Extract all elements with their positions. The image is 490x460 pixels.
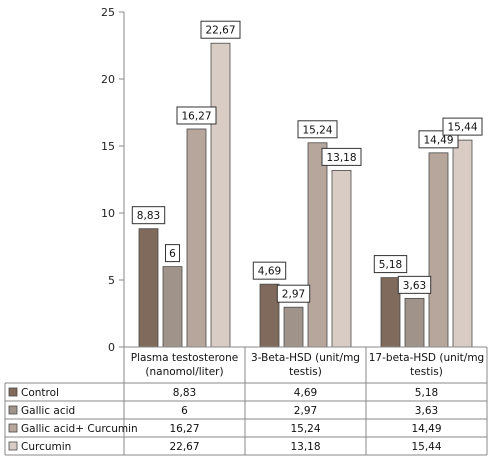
data-label: 2,97 [282,289,305,301]
data-label: 13,18 [326,152,356,164]
legend-series-name: Gallic acid [21,405,75,417]
data-label-box [321,147,362,166]
table-cell-value: 8,83 [173,387,196,399]
data-label: 22,67 [205,25,235,37]
bar [331,169,352,348]
table-cell-value: 16,27 [169,423,199,435]
data-label: 15,24 [302,124,332,136]
table-cell-value: 14,49 [411,423,441,435]
data-label: 8,83 [137,210,160,222]
table-cell-value: 6 [181,405,188,417]
x-category-label: (nanomol/liter) [145,366,223,378]
x-category-label: 17-beta-HSD (unit/mg [369,352,484,364]
data-label: 3,63 [403,280,426,292]
legend-swatch [8,405,18,415]
bar [210,42,231,348]
bar [428,152,449,348]
table-cell-value: 15,44 [411,441,441,453]
legend-swatch [8,423,18,433]
x-category-label: 3-Beta-HSD (unit/mg [251,352,360,364]
data-label: 16,27 [181,110,211,122]
table-cell-value: 2,97 [294,405,317,417]
bar [452,139,473,348]
bar [138,228,159,348]
data-label: 15,44 [447,122,477,134]
data-labels: 8,83 6 16,27 22,67 4,692,97 15,24 13,18 5,183,6… [131,20,483,303]
x-category-label: Plasma testosterone [131,352,238,364]
legend-swatch [8,387,18,397]
data-table: Plasma testosterone (nanomol/liter) 3-Beta… [4,346,488,456]
bar [162,266,183,348]
bar [307,142,328,348]
legend-series-name: Gallic acid+ Curcumin [21,423,138,435]
table-cell-value: 15,24 [290,423,320,435]
data-label-box [200,20,241,39]
data-label: 6 [169,248,176,260]
bar [404,297,425,348]
bar [380,277,401,348]
legend-series-name: Control [21,387,59,399]
bar [259,283,280,348]
data-label: 4,69 [258,266,281,278]
data-label-box [297,120,338,139]
legend-swatch [8,441,18,451]
data-label-box [373,255,408,274]
y-tick-label: 15 [101,140,115,153]
y-tick-label: 5 [108,274,115,287]
y-tick-label: 0 [108,341,115,354]
x-category-label: testis) [289,366,322,378]
table-cell-value: 5,18 [415,387,438,399]
data-label-box [165,244,180,263]
data-label-box [252,261,287,280]
data-label-box [397,275,432,294]
y-tick-label: 20 [101,73,115,86]
data-label-box [276,284,311,303]
data-label-box [442,117,483,136]
x-category-label: testis) [410,366,443,378]
table-cell-value: 22,67 [169,441,199,453]
table-cell-value: 4,69 [294,387,317,399]
table-cell-value: 13,18 [290,441,320,453]
data-label: 5,18 [379,259,402,271]
data-label-box [176,106,217,125]
data-label: 14,49 [423,134,453,146]
y-axis: 0 5 10 15 20 25 [101,6,125,354]
data-label-box [131,206,166,225]
table-cell-value: 3,63 [415,405,438,417]
y-tick-label: 10 [101,207,115,220]
bar [186,128,207,348]
legend-series-name: Curcumin [21,441,71,453]
bar [283,306,304,348]
y-tick-label: 25 [101,6,115,19]
